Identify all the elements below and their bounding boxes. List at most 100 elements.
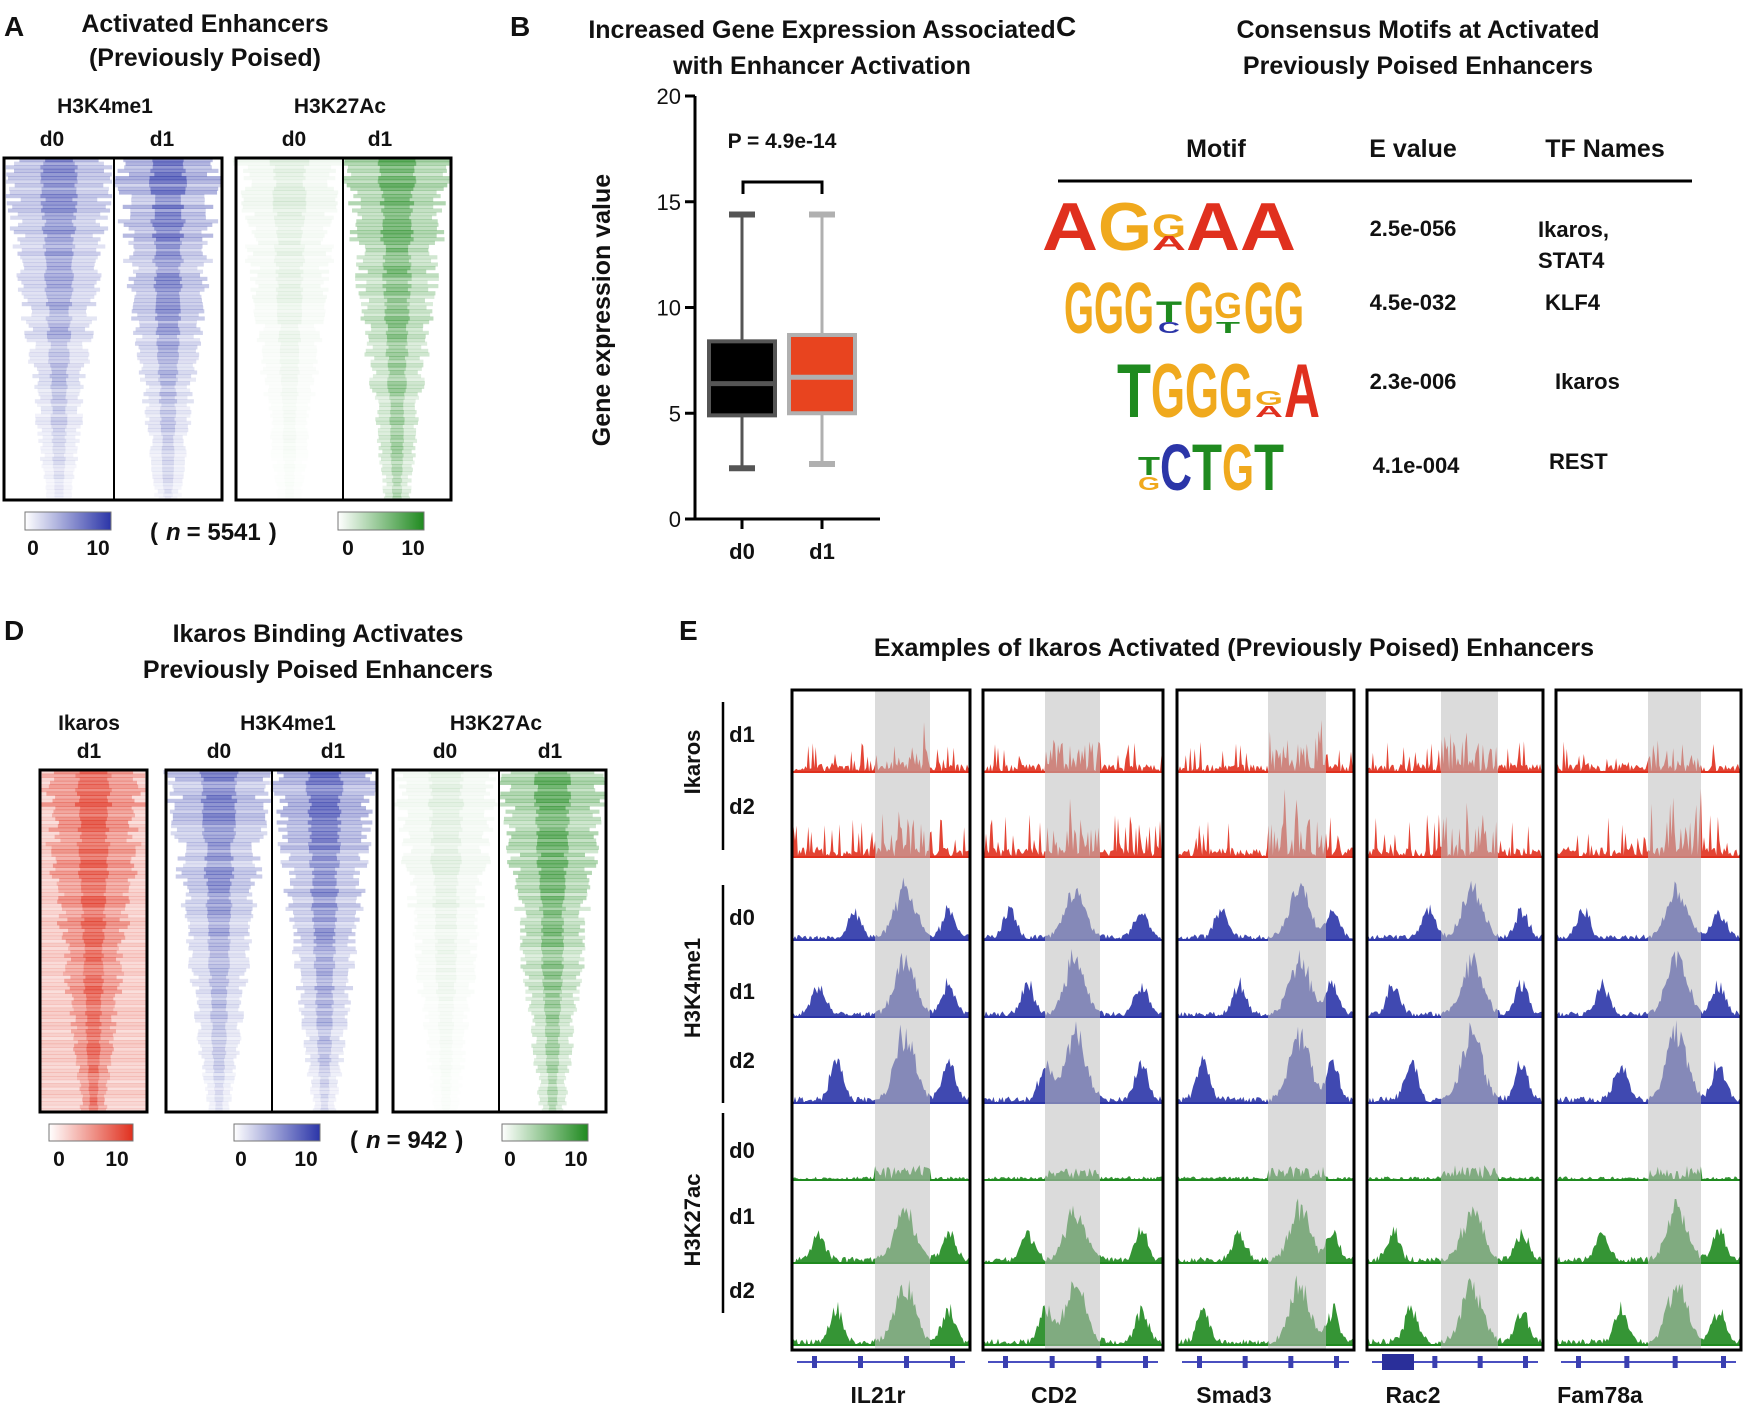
heatmap-core (313, 960, 336, 965)
panel-c-tf-1-line2: STAT4 (1538, 248, 1605, 273)
heatmap-band (61, 903, 126, 908)
heatmap-band (525, 996, 580, 1001)
heatmap-band (506, 849, 599, 854)
heatmap-band (306, 1032, 343, 1037)
heatmap-band (5, 165, 113, 170)
heatmap-core (429, 784, 463, 789)
heatmap-band (382, 478, 412, 483)
heatmap-bg (40, 813, 147, 818)
heatmap-band (31, 312, 87, 317)
heatmap-band (294, 867, 355, 872)
heatmap-core (213, 1061, 225, 1066)
heatmap-band (151, 467, 185, 472)
heatmap-band (312, 1097, 337, 1102)
heatmap-band (378, 435, 416, 440)
heatmap-band (42, 460, 76, 465)
heatmap-core (389, 438, 405, 443)
heatmap-band (365, 330, 429, 335)
heatmap-band (82, 1094, 105, 1099)
heatmap-band (368, 334, 426, 339)
heatmap-band (520, 957, 585, 962)
heatmap-band (205, 1086, 233, 1091)
heatmap-core (215, 1101, 223, 1106)
heatmap-band (37, 431, 81, 436)
heatmap-core (274, 244, 305, 248)
heatmap-core (44, 237, 74, 242)
logo-letter: G (1255, 388, 1283, 410)
heatmap-core (161, 417, 175, 422)
heatmap-band (31, 305, 87, 310)
heatmap-band (378, 413, 416, 418)
heatmap-core (78, 780, 109, 785)
heatmap-band (133, 251, 203, 256)
heatmap-band (369, 384, 425, 389)
heatmap-band (208, 1104, 230, 1109)
heatmap-band (149, 453, 187, 458)
heatmap-band (145, 406, 191, 411)
heatmap-band (181, 870, 257, 875)
heatmap-core (215, 1090, 223, 1095)
heatmap-core (384, 204, 410, 209)
heatmap-band (315, 1101, 334, 1106)
heatmap-band (131, 316, 205, 321)
heatmap-core (428, 770, 464, 775)
heatmap-core (386, 348, 408, 353)
heatmap-core (431, 863, 461, 868)
heatmap-core (387, 298, 407, 303)
heatmap-core (211, 1036, 227, 1041)
heatmap-core (275, 287, 304, 292)
heatmap-core (40, 165, 78, 170)
heatmap-core (212, 1007, 226, 1012)
heatmap-core (546, 1036, 559, 1041)
heatmap-band (73, 1047, 114, 1052)
heatmap-core (435, 885, 457, 890)
heatmap-band (12, 204, 106, 209)
heatmap-core (155, 330, 181, 335)
heatmap-core (430, 838, 462, 843)
heatmap-band (26, 338, 92, 343)
heatmap-band (374, 356, 420, 361)
signal-track (983, 1168, 1163, 1180)
heatmap-core (150, 168, 186, 173)
heatmap-core (533, 795, 572, 800)
heatmap-core (81, 838, 106, 843)
gene-exon (1624, 1356, 1630, 1368)
heatmap-band (274, 791, 375, 796)
heatmap-core (84, 928, 103, 933)
heatmap-core (156, 291, 180, 296)
heatmap-band (74, 1043, 113, 1048)
heatmap-core (283, 453, 296, 457)
heatmap-core (385, 244, 409, 249)
heatmap-core (277, 226, 302, 231)
heatmap-band (351, 172, 443, 177)
heatmap-core (208, 942, 230, 947)
heatmap-core (541, 928, 564, 933)
panel-d-colorbar-green (501, 1123, 589, 1142)
heatmap-band (32, 327, 86, 332)
heatmap-core (50, 417, 68, 422)
heatmap-band (195, 989, 243, 994)
heatmap-core (314, 874, 335, 879)
heatmap-core (202, 813, 236, 818)
heatmap-core (441, 1047, 452, 1051)
heatmap-band (35, 345, 83, 350)
heatmap-band (288, 856, 361, 861)
heatmap-band (13, 230, 105, 235)
heatmap-band (172, 813, 266, 818)
heatmap-band (198, 1050, 240, 1055)
heatmap-core (211, 1029, 227, 1034)
heatmap-core (49, 309, 69, 314)
heatmap-band (65, 968, 122, 973)
heatmap-bg (40, 885, 147, 890)
heatmap-band (178, 838, 260, 843)
heatmap-core (306, 784, 343, 789)
heatmap-core (209, 896, 229, 901)
heatmap-core (210, 993, 228, 998)
heatmap-core (207, 914, 231, 919)
heatmap-band (186, 849, 252, 854)
heatmap-core (276, 179, 303, 184)
heatmap-band (5, 194, 113, 199)
panel-d-heatmap-h3k4me1-d1 (270, 770, 379, 1113)
panel-d-colorbar-red (48, 1123, 134, 1142)
heatmap-band (342, 161, 452, 166)
